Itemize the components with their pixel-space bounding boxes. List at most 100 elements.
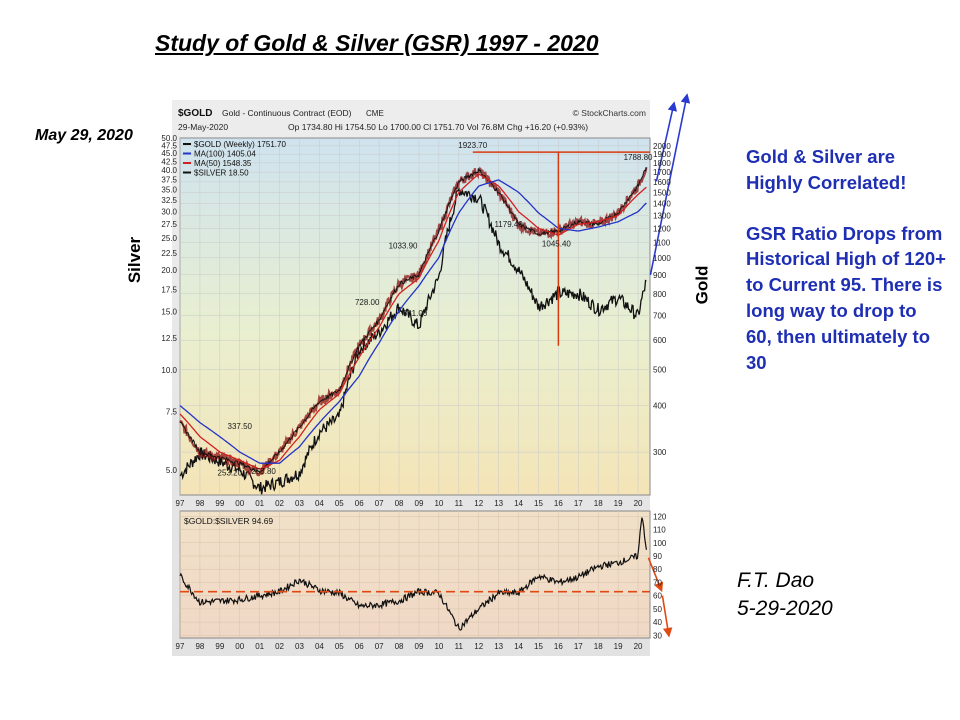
chart-source: © StockCharts.com: [573, 108, 646, 118]
year-tick-label: 14: [514, 499, 523, 508]
silver-axis-tick-label: 17.5: [161, 285, 177, 294]
silver-axis-tick-label: 35.0: [161, 185, 177, 194]
author-date: 5-29-2020: [737, 597, 833, 620]
main-panel: [179, 137, 651, 496]
gold-axis-tick-label: 900: [653, 271, 667, 280]
gold-axis-tick-label: 800: [653, 290, 667, 299]
silver-axis-tick-label: 22.5: [161, 249, 177, 258]
gold-axis-tick-label: 1700: [653, 168, 671, 177]
ratio-year-tick-label: 17: [574, 642, 583, 651]
gold-up-arrow: [655, 101, 678, 182]
silver-axis-tick-label: 32.5: [161, 196, 177, 205]
ratio-year-tick-label: 98: [195, 642, 204, 651]
year-tick-label: 00: [235, 499, 244, 508]
year-tick-label: 02: [275, 499, 284, 508]
year-tick-label: 97: [176, 499, 185, 508]
silver-up-arrow: [649, 93, 691, 276]
commentary-note: Gold & Silver are Highly Correlated! GSR…: [746, 144, 946, 375]
ratio-axis-tick-label: 70: [653, 578, 662, 587]
year-tick-label: 11: [455, 499, 464, 508]
gold-axis-tick-label: 400: [653, 402, 667, 411]
year-tick-label: 99: [215, 499, 224, 508]
gold-axis-tick-label: 1500: [653, 188, 671, 197]
silver-axis-tick-label: 50.0: [161, 134, 177, 143]
chart-quote: Op 1734.80 Hi 1754.50 Lo 1700.00 Cl 1751…: [288, 122, 588, 132]
year-tick-label: 04: [315, 499, 324, 508]
gold-axis-tick-label: 300: [653, 448, 667, 457]
gold-axis-tick-label: 1100: [653, 238, 671, 247]
ratio-axis-tick-label: 50: [653, 605, 662, 614]
gold-axis-tick-label: 500: [653, 366, 667, 375]
silver-axis-tick-label: 30.0: [161, 208, 177, 217]
ratio-year-tick-label: 14: [514, 642, 523, 651]
ratio-year-tick-label: 16: [554, 642, 563, 651]
gold-axis-tick-label: 1600: [653, 178, 671, 187]
year-tick-label: 08: [395, 499, 404, 508]
ratio-year-tick-label: 13: [494, 642, 503, 651]
ratio-axis-tick-label: 120: [653, 512, 667, 521]
price-annotation: 253.20: [218, 468, 243, 477]
silver-axis-tick-label: 40.0: [161, 166, 177, 175]
year-tick-label: 19: [614, 499, 623, 508]
ratio-year-tick-label: 00: [235, 642, 244, 651]
gold-axis-tick-label: 1000: [653, 254, 671, 263]
year-tick-label: 03: [295, 499, 304, 508]
chart-date: 29-May-2020: [178, 122, 228, 132]
ratio-down-arrow-60: [647, 557, 664, 593]
silver-axis-tick-label: 10.0: [161, 366, 177, 375]
slide-title: Study of Gold & Silver (GSR) 1997 - 2020: [155, 30, 599, 56]
silver-axis-tick-label: 12.5: [161, 334, 177, 343]
legend-entry: $SILVER 18.50: [194, 169, 249, 178]
ratio-year-tick-label: 97: [176, 642, 185, 651]
price-annotation: 1788.80: [624, 153, 653, 162]
ratio-panel-title: $GOLD:$SILVER 94.69: [184, 516, 273, 526]
price-annotation: 1923.70: [458, 141, 487, 150]
year-tick-label: 13: [494, 499, 503, 508]
correlation-note: Gold & Silver are Highly Correlated!: [746, 146, 907, 193]
gold-axis-tick-label: 1400: [653, 199, 671, 208]
price-annotation: 337.50: [228, 422, 253, 431]
ratio-axis-tick-label: 100: [653, 539, 667, 548]
year-tick-label: 16: [554, 499, 563, 508]
legend-entry: MA(100) 1405.04: [194, 150, 256, 159]
legend-entry: MA(50) 1548.35: [194, 159, 252, 168]
silver-axis-tick-label: 5.0: [166, 466, 178, 475]
ratio-year-tick-label: 05: [335, 642, 344, 651]
silver-axis-tick-label: 37.5: [161, 175, 177, 184]
ratio-year-tick-label: 18: [594, 642, 603, 651]
ratio-year-tick-label: 02: [275, 642, 284, 651]
silver-axis-tick-label: 47.5: [161, 141, 177, 150]
ratio-axis-tick-label: 60: [653, 592, 662, 601]
year-tick-label: 07: [375, 499, 384, 508]
gold-axis-tick-label: 1900: [653, 150, 671, 159]
price-annotation: 1045.40: [542, 240, 571, 249]
silver-axis-tick-label: 25.0: [161, 234, 177, 243]
silver-axis-tick-label: 42.5: [161, 157, 177, 166]
year-tick-label: 05: [335, 499, 344, 508]
ratio-axis-tick-label: 40: [653, 618, 662, 627]
silver-axis-tick-label: 7.5: [166, 407, 178, 416]
year-tick-label: 20: [634, 499, 643, 508]
ratio-panel: [179, 510, 651, 639]
gold-axis-tick-label: 1200: [653, 224, 671, 233]
ratio-axis-tick-label: 90: [653, 552, 662, 561]
price-annotation: 681.00: [403, 309, 428, 318]
year-tick-label: 17: [574, 499, 583, 508]
author-block: F.T. Dao 5-29-2020: [737, 567, 833, 623]
ma100-line: [179, 179, 647, 464]
ratio-year-tick-label: 10: [434, 642, 443, 651]
chart-description: Gold - Continuous Contract (EOD): [222, 108, 352, 118]
gold-axis-tick-label: 600: [653, 336, 667, 345]
ratio-axis-tick-label: 80: [653, 565, 662, 574]
ratio-axis-tick-label: 30: [653, 631, 662, 640]
date-label: May 29, 2020: [35, 127, 133, 144]
ratio-axis-tick-label: 110: [653, 526, 666, 535]
chart-exchange: CME: [366, 109, 384, 118]
ratio-year-tick-label: 19: [614, 642, 623, 651]
year-tick-label: 10: [434, 499, 443, 508]
ratio-year-tick-label: 09: [415, 642, 424, 651]
ratio-year-tick-label: 07: [375, 642, 384, 651]
ratio-year-tick-label: 11: [455, 642, 464, 651]
legend-entry: $GOLD (Weekly) 1751.70: [194, 140, 286, 149]
